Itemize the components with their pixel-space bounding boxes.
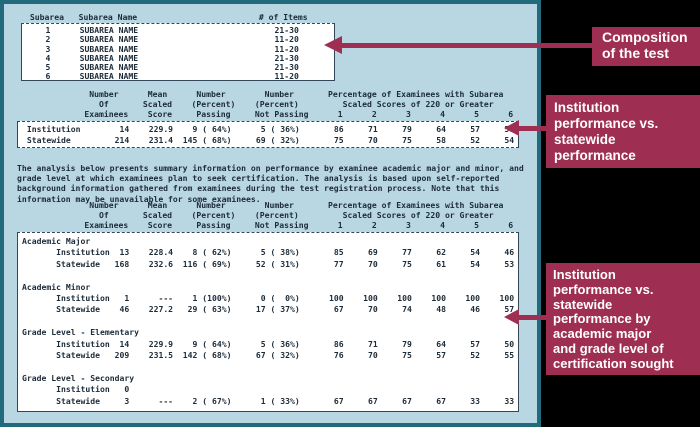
callout-line: statewide [554, 132, 616, 147]
callout-line: performance [554, 148, 636, 163]
table-row: Institution 0 [22, 384, 130, 395]
table-row: Statewide 3 --- 2 ( 67%) 1 ( 33%) 67 67 … [22, 395, 515, 406]
analysis-paragraph: The analysis below presents summary info… [17, 163, 524, 204]
callout-performance-by-major: Institution performance vs. statewide pe… [546, 263, 700, 375]
callout-line: of the test [602, 44, 669, 61]
paragraph-line: The analysis below presents summary info… [17, 163, 524, 173]
table-row: 2 SUBAREA NAME 11-20 [26, 34, 299, 45]
table-row: Statewide 214 231.4 145 ( 68%) 69 ( 32%)… [22, 135, 515, 145]
table-section-heading: Academic Minor [22, 281, 91, 292]
paragraph-line: background information gathered from exa… [17, 183, 500, 194]
table-row: Institution 13 228.4 8 ( 62%) 5 ( 38%) 8… [22, 247, 515, 258]
callout-line: and grade level of [553, 340, 664, 356]
table-row: Institution 1 --- 1 (100%) 0 ( 0%) 100 1… [22, 293, 515, 304]
performance-table-column-headers: Number Mean Number Number Percentage of … [21, 89, 513, 119]
arrow-line-performance [518, 126, 546, 131]
arrow-left-icon [504, 120, 519, 136]
table-section-heading: Grade Level - Elementary [22, 327, 139, 338]
table-section-heading: Grade Level - Secondary [22, 372, 135, 383]
table-row: 4 SUBAREA NAME 21-30 [26, 52, 299, 63]
callout-line: Institution [553, 267, 616, 282]
arrow-left-icon [504, 309, 519, 325]
table-row: 5 SUBAREA NAME 21-30 [26, 62, 299, 73]
arrow-line-composition [340, 43, 592, 48]
score-report-panel: Subarea Subarea Name # of Items 1 SUBARE… [0, 0, 541, 427]
column-header-line: Examinees Score Passing Not Passing 1 2 … [21, 109, 514, 119]
column-header-line: Of Scaled (Percent) (Percent) Scaled Sco… [21, 210, 494, 220]
callout-line: certification sought [553, 355, 674, 371]
table-row: Institution 14 229.9 9 ( 64%) 5 ( 36%) 8… [22, 124, 515, 134]
column-header-line: Number Mean Number Number Percentage of … [21, 89, 504, 99]
paragraph-line: information may be unavailable for some … [17, 193, 261, 204]
table-blank-row [22, 361, 518, 372]
table-section-heading: Academic Major [22, 236, 91, 246]
performance-table: Institution 14 229.9 9 ( 64%) 5 ( 36%) 8… [17, 121, 519, 148]
table-row: 6 SUBAREA NAME 11-20 [26, 71, 299, 82]
background-table: Academic Major Institution 13 228.4 8 ( … [17, 232, 519, 412]
callout-line: academic major [553, 326, 652, 342]
arrow-line-background [518, 315, 546, 320]
callout-composition-of-test: Composition of the test [592, 27, 700, 66]
table-row: Statewide 46 227.2 29 ( 63%) 17 ( 37%) 6… [22, 304, 515, 315]
table-blank-row [22, 316, 518, 327]
callout-line: performance vs. [554, 116, 659, 131]
callout-line: statewide [553, 296, 613, 312]
table-blank-row [22, 270, 518, 281]
callout-line: performance vs. [553, 281, 654, 297]
column-header-line: Number Mean Number Number Percentage of … [21, 200, 504, 210]
subarea-table: 1 SUBAREA NAME 21-30 2 SUBAREA NAME 11-2… [21, 23, 335, 81]
callout-line: Institution [554, 100, 620, 115]
column-header-line: Of Scaled (Percent) (Percent) Scaled Sco… [21, 99, 494, 109]
table-row: Institution 14 229.9 9 ( 64%) 5 ( 36%) 8… [22, 338, 515, 349]
table-row: Statewide 168 232.6 116 ( 69%) 52 ( 31%)… [22, 258, 515, 269]
subarea-table-column-headers: Subarea Subarea Name # of Items [25, 12, 308, 22]
paragraph-line: grade level at which examinees plan to s… [17, 173, 500, 184]
table-row: Statewide 209 231.5 142 ( 68%) 67 ( 32%)… [22, 350, 515, 361]
callout-institution-vs-statewide: Institution performance vs. statewide pe… [546, 95, 700, 168]
table-row: 1 SUBAREA NAME 21-30 [26, 25, 299, 35]
arrow-left-icon [324, 36, 342, 54]
background-table-column-headers: Number Mean Number Number Percentage of … [21, 200, 513, 230]
column-header-line: Examinees Score Passing Not Passing 1 2 … [21, 220, 514, 230]
table-row: 3 SUBAREA NAME 11-20 [26, 43, 299, 54]
callout-line: performance by [553, 311, 651, 327]
callout-line: Composition [602, 29, 688, 45]
